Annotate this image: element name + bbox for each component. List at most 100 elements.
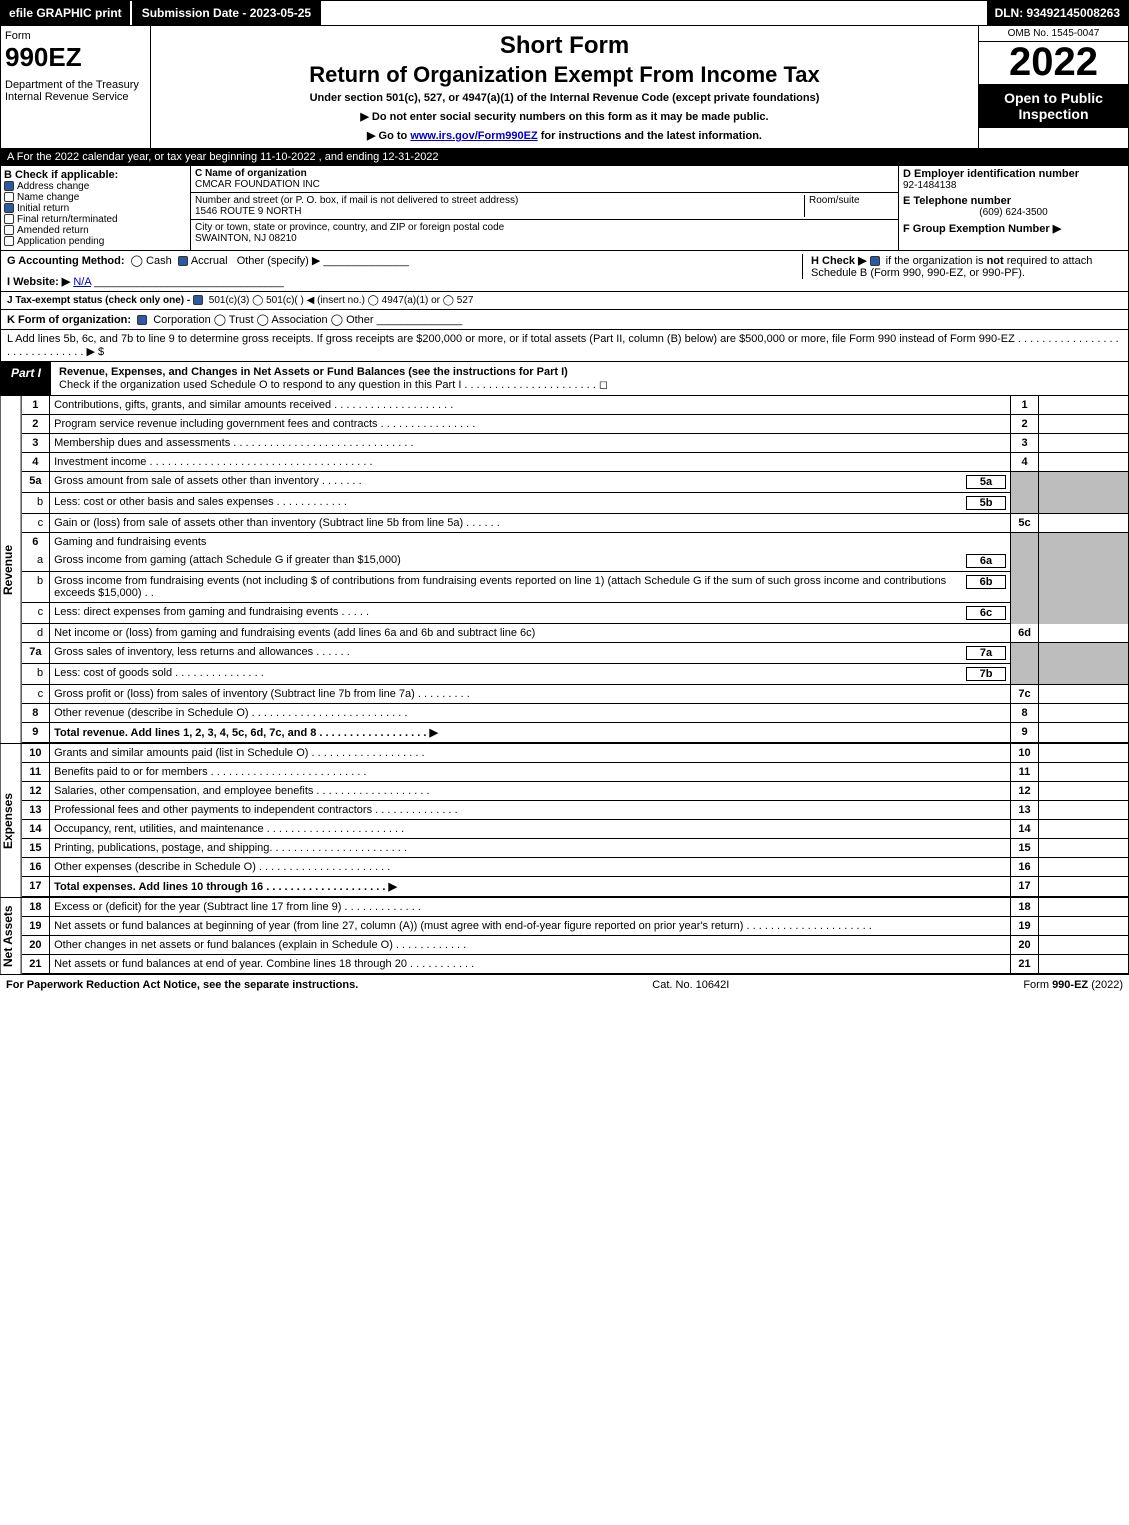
chk-501c3[interactable] (193, 295, 203, 305)
line-6b: 6bGross income from fundraising events (… (50, 572, 1011, 603)
row-k: K Form of organization: Corporation ◯ Tr… (0, 310, 1129, 330)
website-value[interactable]: N/A (73, 276, 91, 288)
efile-label[interactable]: efile GRAPHIC print (1, 1, 130, 25)
row-h: H Check ▶ if the organization is not req… (802, 254, 1122, 279)
org-name: CMCAR FOUNDATION INC (195, 179, 894, 190)
j-label: J Tax-exempt status (check only one) - (7, 295, 193, 306)
g-cash[interactable]: Cash (146, 255, 172, 267)
line-2: Program service revenue including govern… (50, 415, 1011, 434)
inspection-label: Open to Public Inspection (979, 84, 1128, 128)
arrow2-pre: ▶ Go to (367, 130, 410, 142)
chk-final-return[interactable] (4, 214, 14, 224)
form-number: 990EZ (5, 42, 146, 73)
box-b-title: B Check if applicable: (4, 169, 118, 181)
line-11: Benefits paid to or for members . . . . … (50, 763, 1011, 782)
box-7b: 7b (966, 667, 1006, 681)
lbl-name-change: Name change (17, 192, 79, 203)
line-6b-text: Gross income from fundraising events (no… (54, 575, 946, 599)
top-bar: efile GRAPHIC print Submission Date - 20… (0, 0, 1129, 26)
line-17: Total expenses. Add lines 10 through 16 … (54, 881, 397, 893)
line-1: Contributions, gifts, grants, and simila… (50, 396, 1011, 415)
room-label: Room/suite (809, 195, 894, 206)
line-7a: 7aGross sales of inventory, less returns… (50, 643, 1011, 664)
line-3: Membership dues and assessments . . . . … (50, 434, 1011, 453)
chk-initial-return[interactable] (4, 203, 14, 213)
addr-label: Number and street (or P. O. box, if mail… (195, 195, 804, 206)
row-i: I Website: ▶ N/A _______________________… (7, 275, 792, 288)
chk-address-change[interactable] (4, 181, 14, 191)
irs-link[interactable]: www.irs.gov/Form990EZ (410, 130, 537, 142)
line-6c: 6c Less: direct expenses from gaming and … (50, 603, 1011, 624)
revenue-vlabel: Revenue (0, 396, 22, 743)
c-label: C Name of organization (195, 168, 894, 179)
city-label: City or town, state or province, country… (195, 222, 894, 233)
line-19: Net assets or fund balances at beginning… (50, 917, 1011, 936)
lbl-initial-return: Initial return (17, 203, 69, 214)
part1-sub: Check if the organization used Schedule … (59, 379, 608, 391)
box-7a: 7a (966, 646, 1006, 660)
chk-accrual[interactable] (178, 256, 188, 266)
box-5b: 5b (966, 496, 1006, 510)
subtitle: Under section 501(c), 527, or 4947(a)(1)… (157, 92, 972, 104)
row-g-h: G Accounting Method: ◯ Cash Accrual Othe… (0, 251, 1129, 292)
phone-value: (609) 624-3500 (903, 207, 1124, 218)
box-c: C Name of organization CMCAR FOUNDATION … (191, 166, 898, 250)
line-15: Printing, publications, postage, and shi… (50, 839, 1011, 858)
netassets-table: 18Excess or (deficit) for the year (Subt… (22, 898, 1129, 974)
line-21: Net assets or fund balances at end of ye… (50, 955, 1011, 974)
h-not: not (987, 255, 1004, 267)
chk-amended-return[interactable] (4, 225, 14, 235)
part1-tag: Part I (1, 362, 51, 395)
box-6a: 6a (966, 554, 1006, 568)
group-exempt-label: F Group Exemption Number ▶ (903, 222, 1124, 235)
g-accrual: Accrual (191, 255, 228, 267)
line-10: Grants and similar amounts paid (list in… (50, 744, 1011, 763)
netassets-section: Net Assets 18Excess or (deficit) for the… (0, 898, 1129, 975)
line-5b: 5bLess: cost or other basis and sales ex… (50, 493, 1011, 514)
chk-name-change[interactable] (4, 192, 14, 202)
g-label: G Accounting Method: (7, 255, 125, 267)
chk-h[interactable] (870, 256, 880, 266)
line-7c: Gross profit or (loss) from sales of inv… (50, 685, 1011, 704)
line-18: Excess or (deficit) for the year (Subtra… (50, 898, 1011, 917)
line-a: A For the 2022 calendar year, or tax yea… (0, 149, 1129, 166)
dln-label: DLN: 93492145008263 (987, 1, 1128, 25)
arrow-1: ▶ Do not enter social security numbers o… (157, 110, 972, 123)
g-other: Other (specify) ▶ (237, 255, 321, 267)
netassets-vlabel: Net Assets (0, 898, 22, 974)
page-footer: For Paperwork Reduction Act Notice, see … (0, 975, 1129, 995)
row-j: J Tax-exempt status (check only one) - 5… (0, 292, 1129, 310)
h-text1: if the organization is (886, 255, 987, 267)
tax-year: 2022 (979, 42, 1128, 84)
phone-label: E Telephone number (903, 195, 1124, 207)
h-label: H Check ▶ (811, 255, 867, 267)
form-word: Form (5, 30, 31, 42)
line-6: Gaming and fundraising events (50, 533, 1011, 552)
footer-right: Form 990-EZ (2022) (1023, 979, 1123, 991)
footer-right-post: (2022) (1088, 979, 1123, 991)
expenses-table: 10Grants and similar amounts paid (list … (22, 744, 1129, 897)
ein-label: D Employer identification number (903, 168, 1124, 180)
form-id-box: Form 990EZ Department of the Treasury In… (1, 26, 151, 148)
line-7b: 7bLess: cost of goods sold . . . . . . .… (50, 664, 1011, 685)
line-6c-text: Less: direct expenses from gaming and fu… (54, 606, 369, 618)
lbl-address-change: Address change (17, 181, 89, 192)
line-a-text: A For the 2022 calendar year, or tax yea… (7, 151, 439, 163)
expenses-vlabel: Expenses (0, 744, 22, 897)
box-d: D Employer identification number 92-1484… (898, 166, 1128, 250)
k-label: K Form of organization: (7, 314, 131, 326)
line-6a: 6a Gross income from gaming (attach Sched… (50, 551, 1011, 572)
lbl-final-return: Final return/terminated (17, 214, 118, 225)
footer-right-pre: Form (1023, 979, 1052, 991)
title-1: Short Form (157, 32, 972, 60)
chk-application-pending[interactable] (4, 236, 14, 246)
entity-info: B Check if applicable: Address change Na… (0, 166, 1129, 251)
city-val: SWAINTON, NJ 08210 (195, 233, 894, 244)
chk-corp[interactable] (137, 315, 147, 325)
box-6c: 6c (966, 606, 1006, 620)
line-16: Other expenses (describe in Schedule O) … (50, 858, 1011, 877)
lbl-amended-return: Amended return (17, 225, 89, 236)
line-14: Occupancy, rent, utilities, and maintena… (50, 820, 1011, 839)
line-6a-text: Gross income from gaming (attach Schedul… (54, 554, 401, 566)
line-13: Professional fees and other payments to … (50, 801, 1011, 820)
